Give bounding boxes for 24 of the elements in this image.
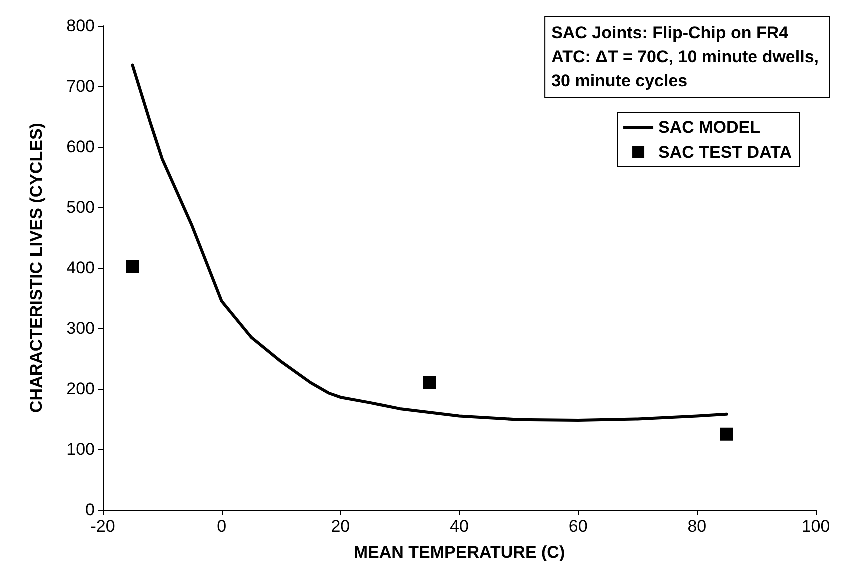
y-tick-label: 300 bbox=[66, 319, 95, 338]
y-tick-label: 200 bbox=[66, 380, 95, 398]
point bbox=[423, 376, 436, 390]
point bbox=[720, 428, 734, 441]
y-tick-label: 400 bbox=[66, 258, 95, 278]
x-tick-label: 80 bbox=[688, 517, 707, 536]
x-tick-label: 100 bbox=[802, 517, 830, 536]
y-tick-label: 500 bbox=[66, 198, 95, 217]
x-tick-label: 0 bbox=[217, 517, 227, 536]
y-tick-label: 700 bbox=[66, 77, 95, 96]
y-axis-title: CHARACTERISTIC LIVES (CYCLES) bbox=[27, 123, 46, 413]
y-tick-label: 100 bbox=[66, 440, 95, 459]
x-tick-label: 60 bbox=[568, 517, 588, 536]
legend-label: SAC MODEL bbox=[658, 118, 761, 137]
y-tick-label: 600 bbox=[66, 138, 95, 156]
point bbox=[126, 260, 140, 274]
annotation: SAC Joints: Flip-Chip on FR4 ATC: ΔT = 70C, 10 minute dwells, 30 minute cycles bbox=[552, 24, 820, 90]
x-tick-label: 20 bbox=[331, 517, 350, 536]
x-tick-label: 40 bbox=[450, 517, 469, 536]
x-axis-title: MEAN TEMPERATURE (C) bbox=[354, 543, 566, 562]
y-tick-label: 800 bbox=[66, 16, 95, 36]
x-tick-label: -20 bbox=[90, 517, 116, 536]
legend-label: SAC TEST DATA bbox=[658, 143, 792, 162]
y-tick-label: 0 bbox=[86, 500, 95, 520]
